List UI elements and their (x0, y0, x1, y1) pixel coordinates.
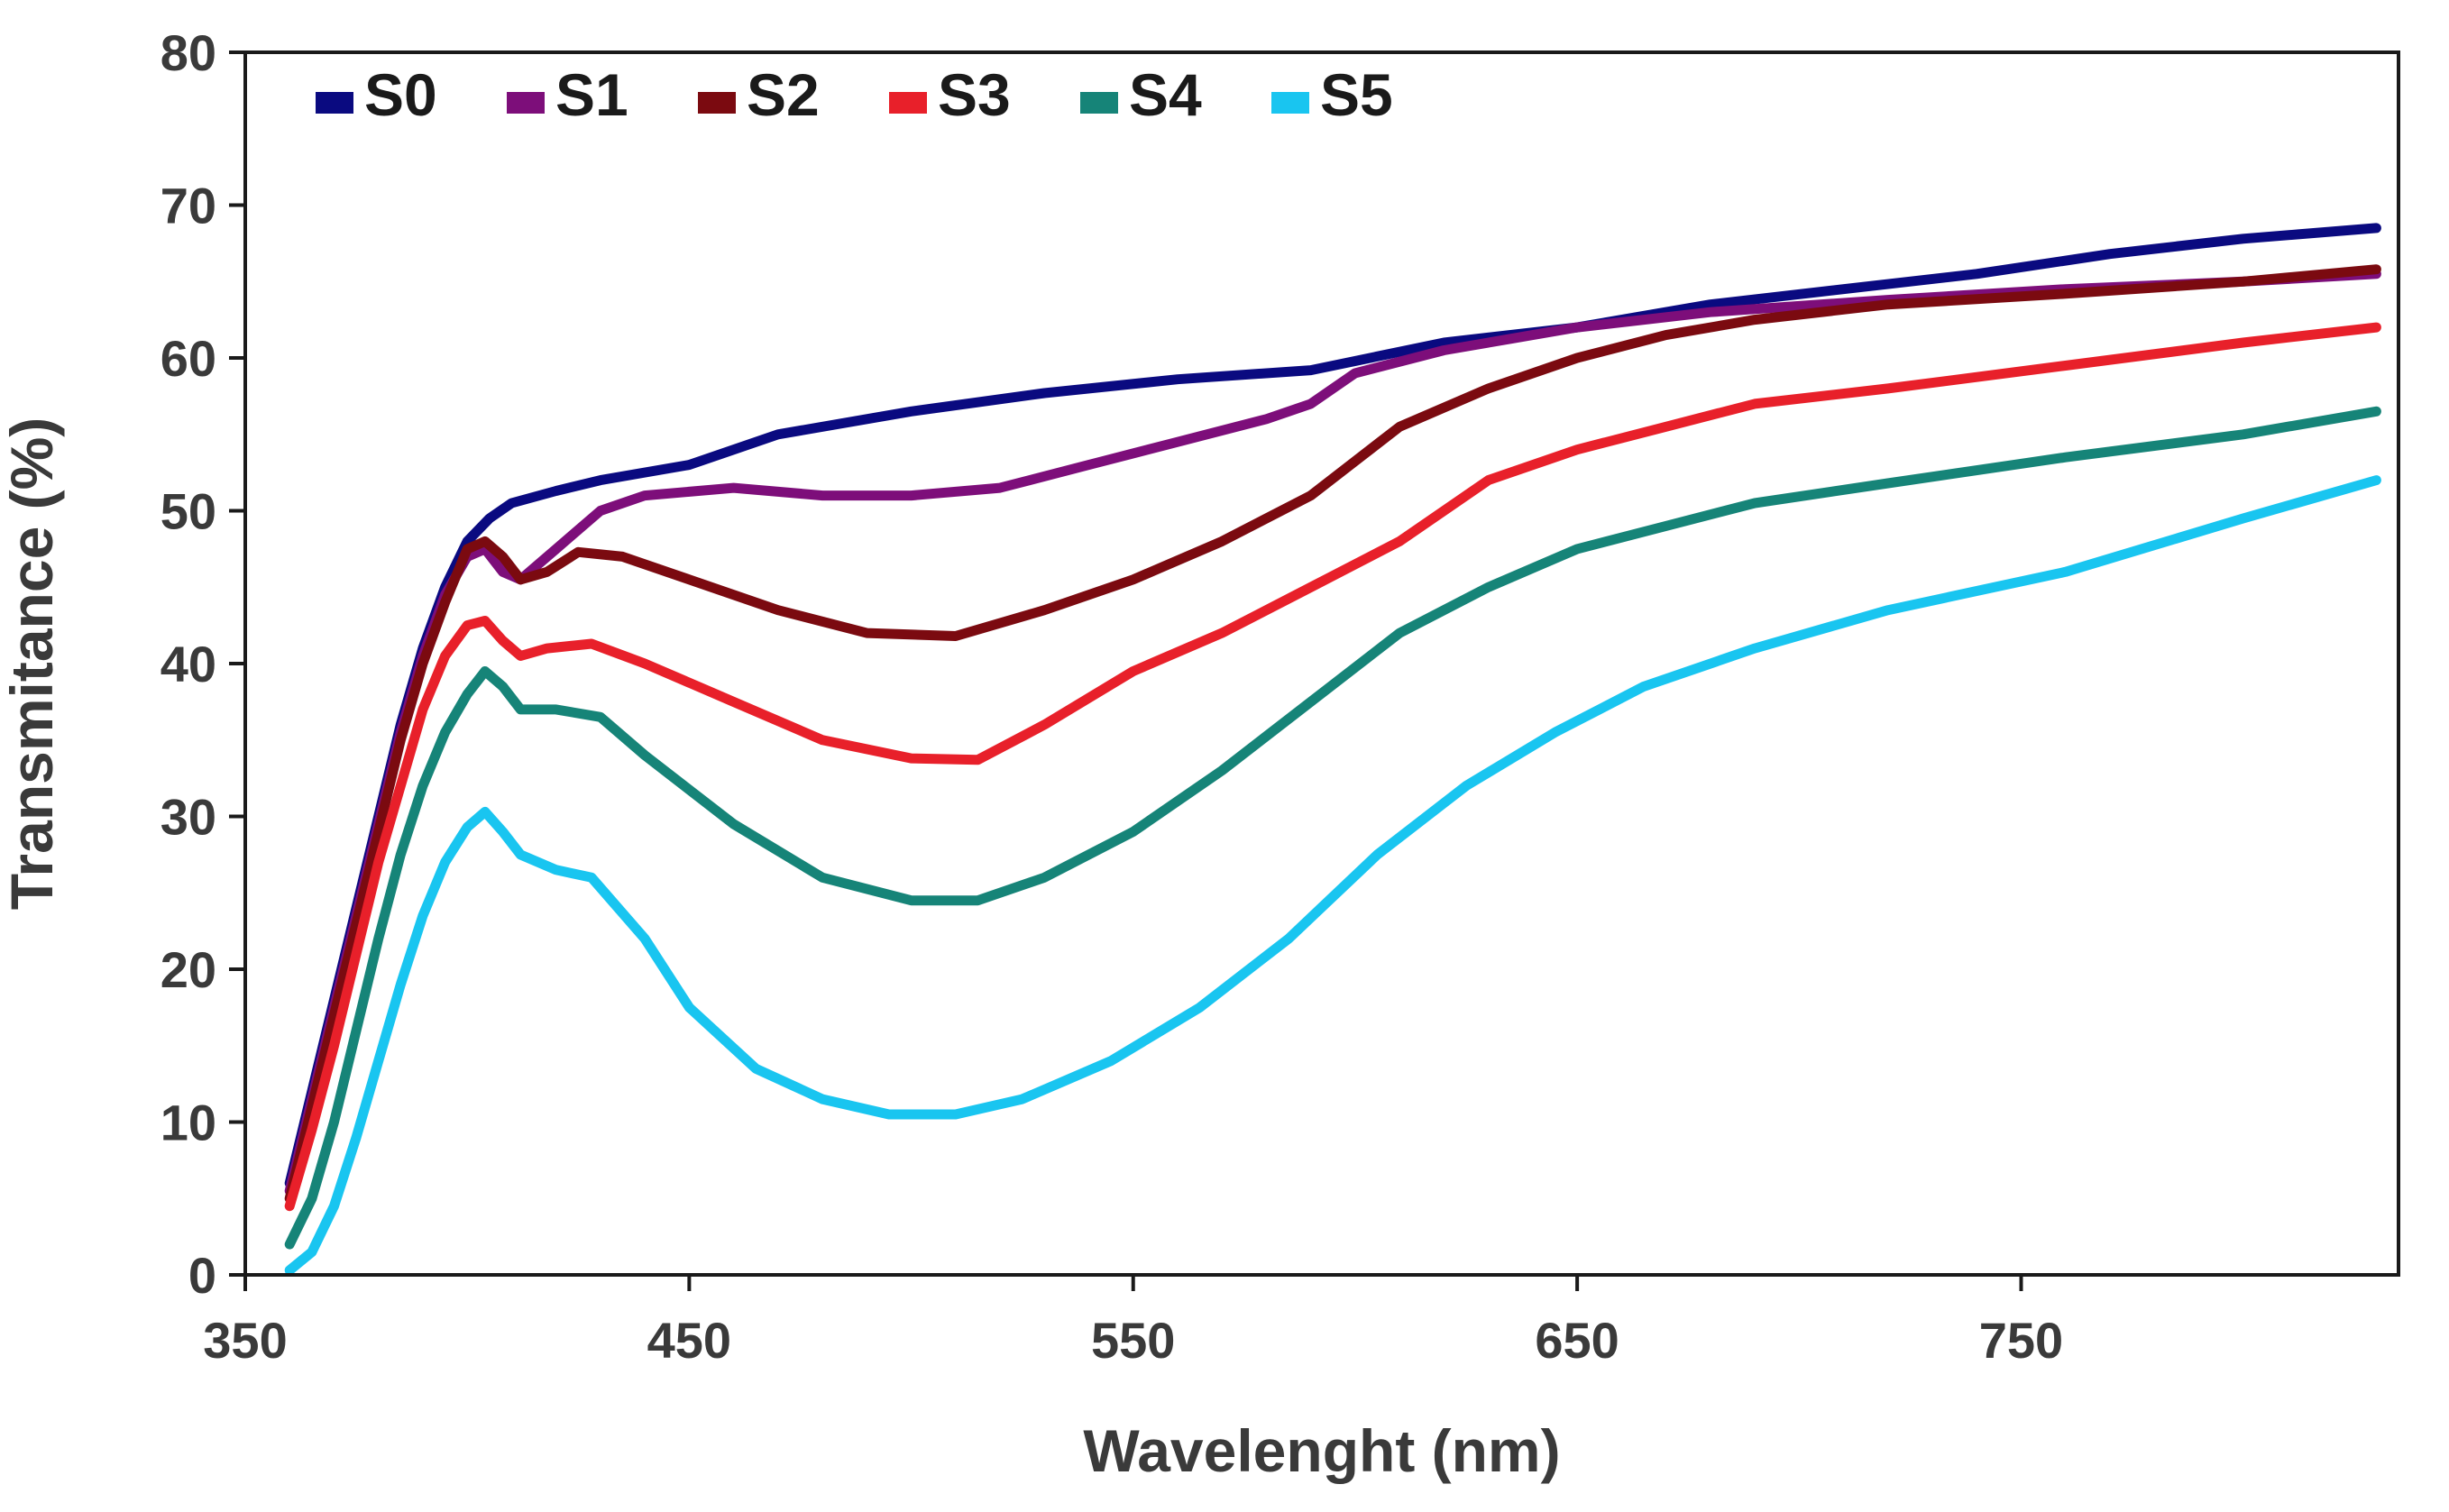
x-tick-label: 350 (203, 1312, 287, 1369)
y-tick-label: 80 (161, 24, 216, 81)
legend-label-s2: S2 (747, 61, 820, 128)
legend: S0 S1 S2 S3 S4 S5 (316, 61, 1393, 128)
series-line-s2 (284, 264, 2381, 1204)
x-tick-label: 650 (1535, 1312, 1619, 1369)
legend-label-s0: S0 (364, 61, 437, 128)
series-line-s3 (284, 322, 2381, 1212)
y-tick-label: 50 (161, 483, 216, 540)
x-tick-label: 450 (647, 1312, 731, 1369)
axis-layer: 0 10 20 30 40 50 60 70 80 350 450 550 650 750 (161, 24, 2064, 1369)
legend-swatch-s0 (316, 92, 353, 114)
y-tick-label: 10 (161, 1095, 216, 1151)
series-layer (284, 223, 2381, 1276)
legend-label-s1: S1 (555, 61, 628, 128)
legend-swatch-s1 (507, 92, 545, 114)
y-axis-title: Transmitance (%) (0, 417, 65, 911)
series-line-s5 (284, 475, 2381, 1276)
legend-swatch-s3 (889, 92, 927, 114)
y-tick-label: 60 (161, 330, 216, 387)
y-tick-label: 0 (188, 1247, 216, 1304)
legend-label-s4: S4 (1129, 61, 1202, 128)
legend-swatch-s4 (1080, 92, 1118, 114)
series-line-s4 (284, 406, 2381, 1250)
legend-label-s5: S5 (1320, 61, 1393, 128)
y-tick-label: 30 (161, 789, 216, 846)
y-tick-label: 40 (161, 636, 216, 692)
legend-swatch-s5 (1271, 92, 1309, 114)
y-tick-label: 20 (161, 941, 216, 998)
y-tick-label: 70 (161, 178, 216, 234)
legend-label-s3: S3 (938, 61, 1011, 128)
x-tick-label: 550 (1091, 1312, 1175, 1369)
x-tick-label: 750 (1979, 1312, 2063, 1369)
x-axis-title: Wavelenght (nm) (1083, 1417, 1560, 1484)
legend-swatch-s2 (698, 92, 736, 114)
